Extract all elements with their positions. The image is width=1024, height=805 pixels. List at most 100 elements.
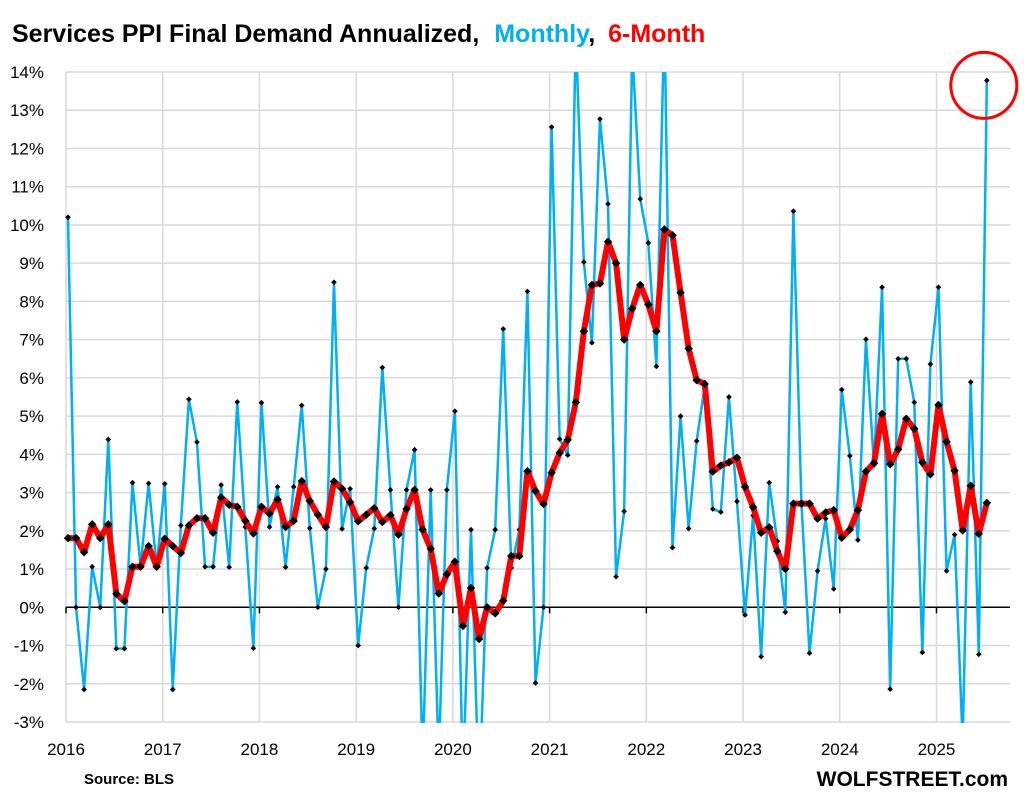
monthly-point (403, 487, 410, 493)
six-month-point (370, 504, 379, 513)
x-tick-label: 2016 (47, 740, 85, 759)
monthly-point (347, 485, 353, 492)
six-month-point (442, 570, 452, 579)
monthly-point (718, 509, 724, 515)
monthly-point (790, 208, 797, 215)
six-month-point (571, 398, 581, 407)
monthly-point (951, 531, 958, 538)
monthly-point (548, 124, 555, 130)
six-month-point (490, 609, 500, 618)
monthly-point (443, 487, 450, 493)
six-month-point (918, 458, 927, 467)
monthly-point (420, 757, 426, 763)
monthly-point (662, 12, 668, 18)
six-month-point (426, 544, 435, 554)
six-month-point (636, 280, 645, 290)
monthly-point (492, 526, 499, 533)
six-month-point (797, 499, 806, 508)
six-month-point (716, 461, 726, 470)
x-tick-label: 2021 (531, 740, 569, 759)
six-month-point (595, 279, 605, 288)
six-month-point (321, 522, 331, 532)
six-month-point (579, 326, 589, 336)
monthly-point (863, 336, 869, 343)
monthly-point (758, 653, 764, 660)
six-month-point (611, 258, 621, 268)
monthly-point (266, 524, 273, 530)
chart-title: Services PPI Final Demand Annualized, Mo… (12, 20, 705, 48)
six-month-point (378, 517, 387, 527)
monthly-point (411, 446, 418, 453)
grid (65, 71, 1010, 723)
six-month-point (418, 525, 427, 534)
six-month-point (756, 528, 766, 537)
x-tick-label: 2025 (918, 740, 956, 759)
six-month-point (233, 502, 242, 511)
monthly-point (621, 508, 627, 515)
monthly-point (323, 566, 329, 572)
six-month-point (877, 409, 887, 419)
monthly-point (726, 394, 732, 400)
monthly-point (145, 480, 152, 487)
y-tick-label: 10% (10, 216, 44, 235)
y-tick-label: -3% (14, 713, 44, 732)
monthly-point (605, 201, 611, 207)
monthly-point (935, 284, 942, 291)
title-monthly-label: Monthly (494, 20, 590, 48)
monthly-point (274, 484, 281, 490)
monthly-point (637, 196, 644, 202)
monthly-point (169, 686, 176, 693)
six-month-point (619, 335, 629, 344)
y-tick-label: 3% (19, 484, 44, 503)
monthly-point (960, 738, 966, 744)
monthly-point (89, 563, 96, 570)
six-month-point (652, 326, 661, 336)
monthly-point (65, 214, 71, 221)
six-month-point (982, 498, 992, 508)
six-month-point (523, 466, 532, 476)
monthly-point (540, 604, 547, 611)
y-tick-label: 11% (11, 178, 44, 197)
monthly-line (66, 72, 989, 723)
y-tick-label: 0% (19, 598, 44, 617)
x-tick-label: 2024 (821, 740, 859, 759)
monthly-point (427, 487, 434, 493)
monthly-point (855, 537, 861, 543)
six-month-point (853, 505, 863, 515)
six-month-point (474, 634, 484, 644)
six-month-point (281, 522, 290, 532)
title-main: Services PPI Final Demand Annualized, (12, 20, 479, 48)
monthly-point (838, 386, 845, 393)
six-month-point (829, 505, 838, 515)
monthly-point (194, 439, 200, 445)
monthly-point (355, 642, 361, 649)
monthly-point (782, 609, 789, 616)
six-month-point (748, 502, 758, 512)
monthly-point (298, 402, 305, 409)
six-month-point (724, 458, 734, 467)
six-month-point (402, 504, 411, 514)
y-tick-label: 4% (19, 445, 44, 464)
title-six-month-label: 6-Month (608, 20, 705, 48)
monthly-point (113, 645, 120, 652)
y-tick-label: 2% (19, 522, 44, 541)
six-month-point (224, 500, 234, 510)
annotation-circle (949, 50, 1019, 120)
monthly-point (806, 650, 813, 657)
six-month-point (942, 437, 951, 446)
six-month-point (627, 304, 637, 313)
y-tick-label: 1% (19, 560, 44, 579)
monthly-point (975, 651, 982, 658)
six-month-point (313, 510, 323, 520)
monthly-point (564, 452, 571, 458)
six-month-point (813, 514, 822, 523)
monthly-point (597, 116, 603, 122)
six-month-point (498, 596, 508, 606)
monthly-point (258, 399, 265, 406)
monthly-point (895, 355, 902, 362)
monthly-point (73, 604, 79, 611)
six-month-point (394, 530, 403, 539)
six-month-point (458, 621, 468, 631)
six-month-point (764, 523, 774, 532)
monthly-point (363, 565, 370, 571)
